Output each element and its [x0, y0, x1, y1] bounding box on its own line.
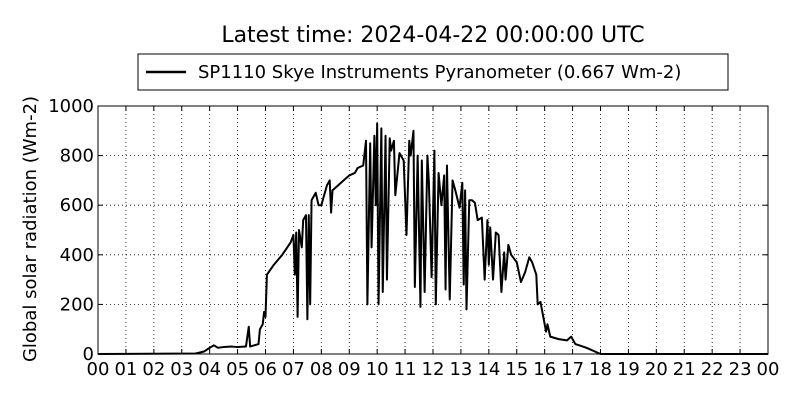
- x-tick-label: 05: [226, 359, 249, 380]
- x-tick-label: 01: [114, 359, 137, 380]
- plot-frame: [97, 105, 769, 355]
- x-tick-label: 06: [254, 359, 277, 380]
- x-tick-label: 11: [394, 359, 417, 380]
- x-tick-label: 10: [366, 359, 389, 380]
- x-tick-label: 08: [310, 359, 333, 380]
- y-tick-label: 600: [60, 195, 94, 216]
- x-tick-label: 21: [673, 359, 696, 380]
- x-tick-label: 14: [477, 359, 500, 380]
- x-tick-label: 04: [198, 359, 221, 380]
- x-tick-label: 02: [142, 359, 165, 380]
- legend-label: SP1110 Skye Instruments Pyranometer (0.6…: [198, 62, 681, 83]
- x-tick-label: 15: [505, 359, 528, 380]
- x-tick-label: 16: [533, 359, 556, 380]
- x-tick-label: 22: [701, 359, 724, 380]
- data-line: [97, 122, 768, 355]
- x-tick-label: 18: [589, 359, 612, 380]
- y-tick-label: 400: [60, 245, 94, 266]
- x-tick-label: 13: [449, 359, 472, 380]
- chart-title: Latest time: 2024-04-22 00:00:00 UTC: [221, 23, 644, 48]
- x-tick-label: 19: [617, 359, 640, 380]
- x-tick-label: 12: [422, 359, 445, 380]
- y-axis-label: Global solar radiation (Wm-2): [20, 96, 41, 362]
- y-tick-label: 800: [60, 146, 94, 167]
- y-tick-label: 0: [83, 344, 94, 365]
- legend-box: [137, 53, 729, 91]
- x-tick-label: 09: [338, 359, 361, 380]
- y-tick-label: 200: [60, 294, 94, 315]
- x-tick-label: 07: [282, 359, 305, 380]
- x-tick-label: 20: [645, 359, 668, 380]
- x-tick-label: 00: [87, 359, 110, 380]
- x-tick-label: 00: [757, 359, 780, 380]
- x-tick-label: 17: [561, 359, 584, 380]
- x-tick-label: 23: [729, 359, 752, 380]
- y-tick-label: 1000: [48, 96, 94, 117]
- x-tick-label: 03: [170, 359, 193, 380]
